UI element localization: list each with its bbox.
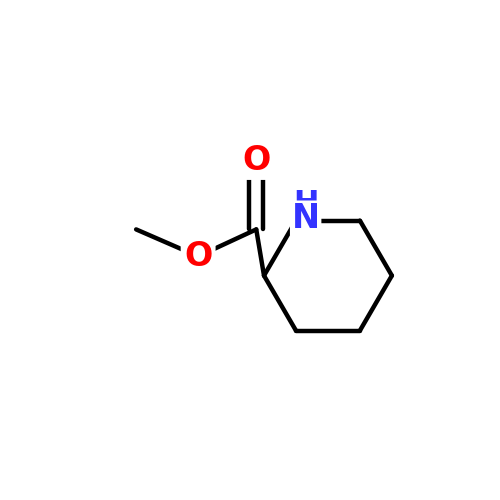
Text: O: O [184, 240, 212, 273]
Text: N: N [292, 202, 320, 235]
Text: O: O [242, 144, 270, 176]
Text: H: H [293, 189, 318, 218]
